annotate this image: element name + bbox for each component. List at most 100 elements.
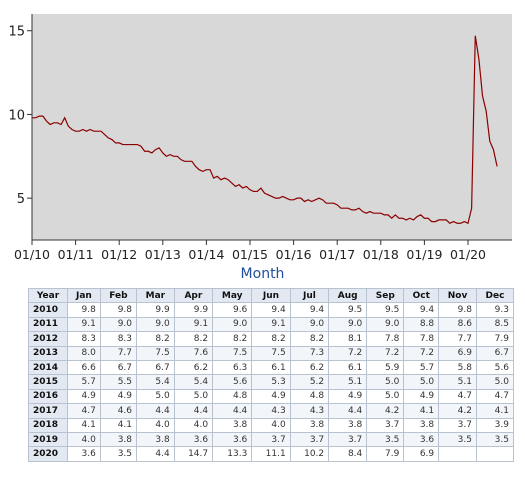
column-header: Mar [136,287,175,304]
value-cell: 7.3 [289,345,330,361]
table-row: 2015 5.7 5.5 5.4 5.4 5.6 5.3 5.2 5.1 5.0 5.0 5.1 5.0 [28,374,515,390]
value-cell: 5.1 [328,374,368,390]
column-header: Jan [67,287,101,304]
value-cell: 5.0 [136,388,175,405]
value-cell: 7.8 [366,331,405,347]
value-cell: 4.8 [289,388,330,405]
value-cell: 4.9 [99,388,138,405]
value-cell: 7.9 [366,446,405,462]
series-line [32,35,498,225]
year-cell: 2018 [28,417,68,433]
value-cell: 6.2 [289,359,330,376]
value-cell: 9.1 [251,316,291,333]
line-chart: 5 10 15 01/10 01/11 01/12 01/13 01/14 01/15 01/1… [8,14,512,262]
value-cell: 10.2 [289,446,330,462]
value-cell: 4.9 [328,388,368,405]
value-cell: 7.2 [403,345,440,361]
value-cell: 3.8 [212,417,253,433]
value-cell: 6.7 [475,345,515,361]
value-cell: 9.1 [173,316,214,333]
year-cell: 2011 [28,316,68,333]
value-cell: 9.0 [212,316,253,333]
column-header: May [212,287,253,304]
value-cell: 4.1 [99,417,138,433]
column-header: Feb [99,287,138,304]
x-tick-label: 01/17 [319,247,355,262]
value-cell: 5.0 [173,388,214,405]
value-cell: 9.6 [212,302,253,318]
value-cell: 4.7 [475,388,515,405]
value-cell: 4.2 [438,403,477,419]
value-cell: 3.7 [328,431,368,448]
value-cell: 5.0 [366,374,405,390]
year-cell: 2015 [28,374,68,390]
value-cell: 3.5 [438,431,477,448]
value-cell: 5.0 [403,374,440,390]
value-cell: 7.8 [403,331,440,347]
value-cell: 3.7 [289,431,330,448]
value-cell: 7.7 [438,331,477,347]
value-cell: 7.6 [173,345,214,361]
value-cell: 9.9 [136,302,175,318]
value-cell: 6.6 [67,359,101,376]
value-cell: 7.2 [366,345,405,361]
value-cell: 4.4 [136,446,175,462]
value-cell: 8.2 [289,331,330,347]
value-cell: 3.6 [403,431,440,448]
value-cell: 8.3 [67,331,101,347]
column-header: Dec [475,287,515,304]
plot-area [32,14,512,240]
value-cell: 9.9 [173,302,214,318]
value-cell: 3.5 [475,431,515,448]
value-cell [475,446,515,462]
year-cell: 2013 [28,345,68,361]
value-cell: 4.0 [251,417,291,433]
value-cell: 4.8 [212,388,253,405]
x-tick-label: 01/14 [188,247,224,262]
value-cell: 6.7 [99,359,138,376]
value-cell: 5.7 [67,374,101,390]
value-cell: 5.1 [438,374,477,390]
y-tick-label: 15 [8,25,25,40]
table-row: 2019 4.0 3.8 3.8 3.6 3.6 3.7 3.7 3.7 3.5 3.6 3.5 3.5 [28,431,515,448]
y-tick-label: 5 [17,192,25,207]
year-cell: 2014 [28,359,68,376]
value-cell: 5.0 [475,374,515,390]
value-cell: 4.4 [328,403,368,419]
value-cell: 6.7 [136,359,175,376]
value-cell: 9.8 [67,302,101,318]
value-cell: 9.5 [328,302,368,318]
value-cell: 4.3 [289,403,330,419]
value-cell: 4.1 [475,403,515,419]
value-cell: 4.1 [403,403,440,419]
value-cell: 5.0 [366,388,405,405]
value-cell: 9.0 [366,316,405,333]
value-cell: 4.1 [67,417,101,433]
value-cell: 14.7 [173,446,214,462]
value-cell: 7.5 [251,345,291,361]
value-cell: 4.6 [99,403,138,419]
year-cell: 2017 [28,403,68,419]
year-cell: 2016 [28,388,68,405]
value-cell: 6.9 [403,446,440,462]
column-header: Nov [438,287,477,304]
value-cell: 4.9 [67,388,101,405]
year-cell: 2012 [28,331,68,347]
value-cell: 3.5 [99,446,138,462]
value-cell: 4.2 [366,403,405,419]
x-tick-label: 01/20 [450,247,486,262]
value-cell: 9.0 [99,316,138,333]
value-cell: 4.9 [403,388,440,405]
value-cell: 7.2 [328,345,368,361]
x-tick-label: 01/12 [101,247,137,262]
value-cell: 8.2 [212,331,253,347]
value-cell: 9.3 [475,302,515,318]
value-cell: 6.1 [251,359,291,376]
value-cell: 3.8 [403,417,440,433]
value-cell: 13.3 [212,446,253,462]
value-cell: 9.4 [289,302,330,318]
value-cell: 5.4 [136,374,175,390]
value-cell: 9.1 [67,316,101,333]
column-header: Oct [403,287,440,304]
table-row: 2016 4.9 4.9 5.0 5.0 4.8 4.9 4.8 4.9 5.0 4.9 4.7 4.7 [28,388,515,405]
